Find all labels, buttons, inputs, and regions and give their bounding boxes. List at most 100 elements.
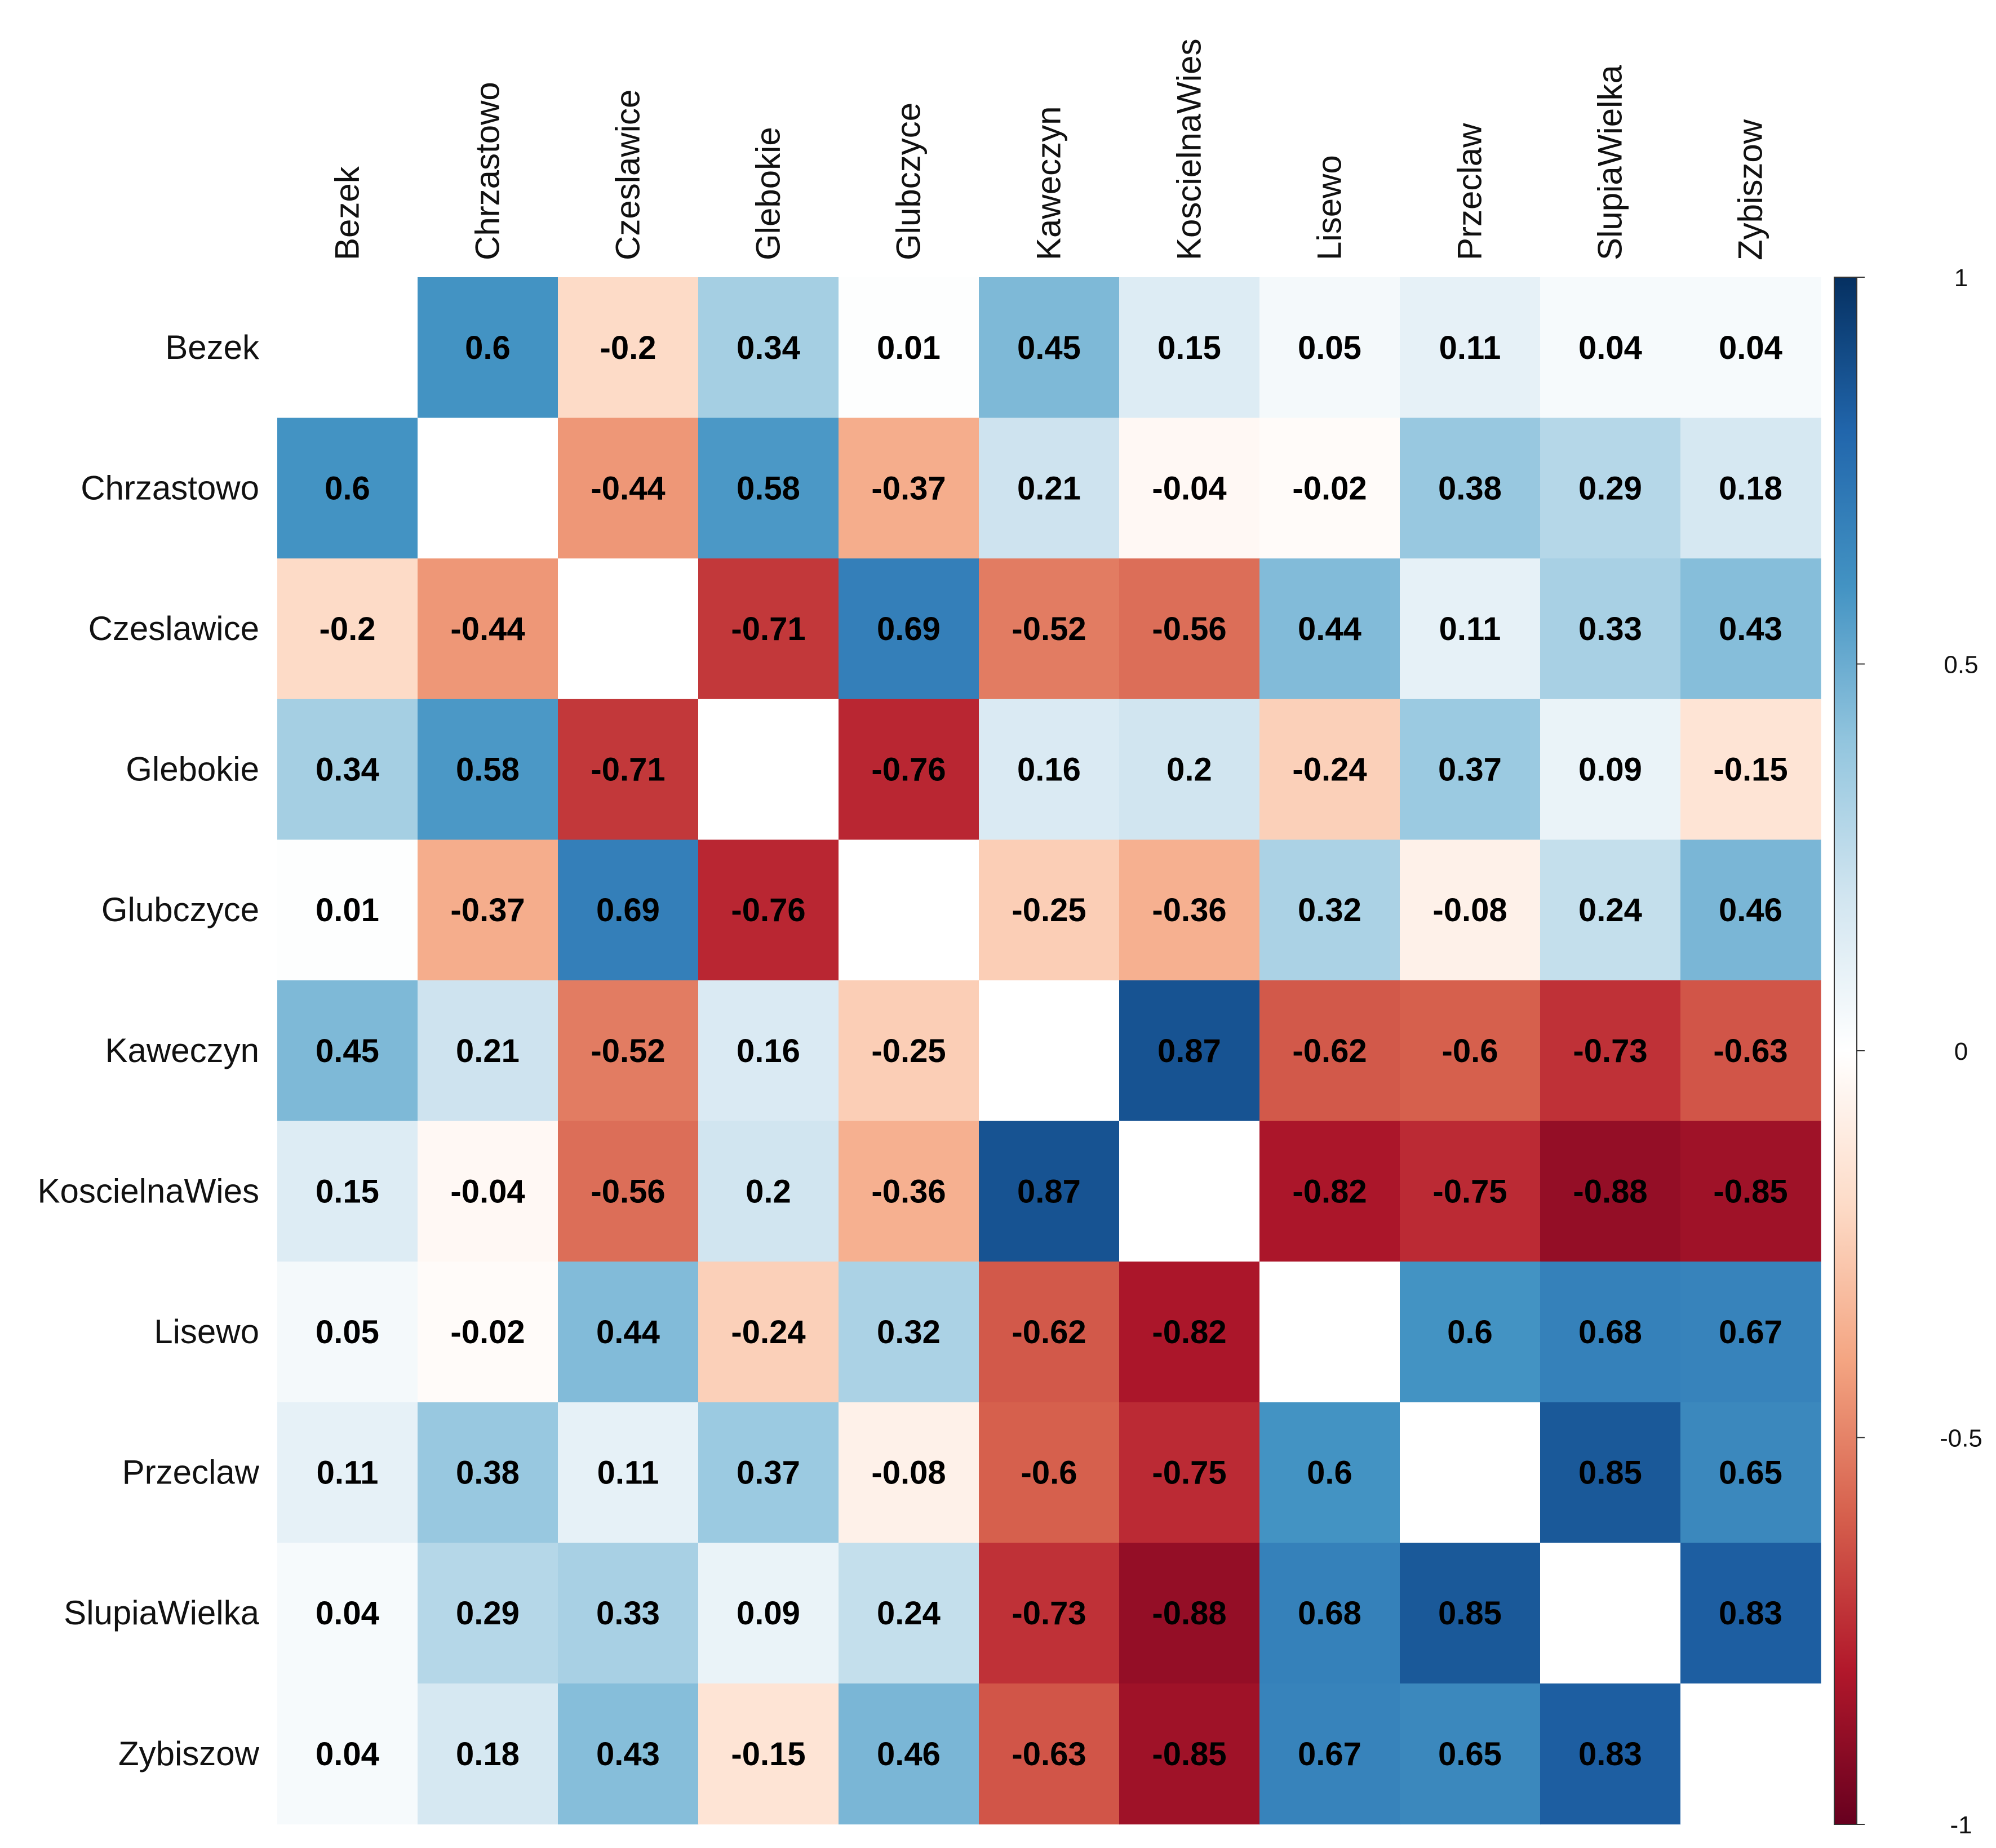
cell-value-label: 0.16 [737,1033,800,1069]
cell-value-label: 0.85 [1578,1455,1642,1491]
heatmap-cell-slupiawielka-chrzastowo [418,1543,558,1684]
colorbar-tick-label: -1 [1950,1811,1972,1839]
heatmap-cell-glubczyce-kaweczyn [979,839,1120,981]
cell-value-label: -0.82 [1152,1314,1226,1351]
cell-value-label: -0.56 [1152,611,1226,647]
cell-value-label: 0.33 [596,1595,660,1632]
heatmap-cell-zybiszow-chrzastowo [418,1683,558,1825]
cell-value-label: -0.6 [1021,1455,1077,1491]
cell-value-label: -0.88 [1573,1173,1647,1210]
cell-value-label: 0.45 [316,1033,379,1069]
heatmap-cell-przeclaw-slupiawielka [1540,1402,1681,1543]
cell-value-label: 0.29 [1578,470,1642,507]
heatmap-cell-przeclaw-czeslawice [558,1402,699,1543]
heatmap-cell-lisewo-przeclaw [1400,1261,1541,1403]
cell-value-label: 0.16 [1017,752,1081,788]
cell-value-label: 0.04 [316,1736,379,1773]
heatmap-cell-slupiawielka-czeslawice [558,1543,699,1684]
heatmap-cell-kaweczyn-przeclaw [1400,980,1541,1122]
cell-value-label: 0.09 [737,1595,800,1632]
cell-value-label: -0.08 [1432,892,1507,929]
heatmap-cell-zybiszow-bezek [277,1683,418,1825]
cell-value-label: 0.68 [1578,1314,1642,1351]
cell-value-label: 0.11 [597,1455,659,1491]
heatmap-cell-glubczyce-slupiawielka [1540,839,1681,981]
cell-value-label: -0.24 [731,1314,805,1351]
heatmap-cell-slupiawielka-slupiawielka [1540,1543,1681,1684]
heatmap-cell-chrzastowo-lisewo [1259,417,1400,559]
heatmap-cell-chrzastowo-bezek [277,417,418,559]
heatmap-cell-bezek-kaweczyn [979,277,1120,419]
heatmap-cell-glubczyce-zybiszow [1680,839,1821,981]
cell-value-label: 0.04 [1719,330,1782,366]
heatmap-cell-slupiawielka-glubczyce [839,1543,979,1684]
cell-value-label: 0.46 [877,1736,941,1773]
cell-value-label: 0.83 [1578,1736,1642,1773]
cell-value-label: 0.65 [1719,1455,1782,1491]
cell-value-label: -0.02 [450,1314,525,1351]
cell-value-label: 0.34 [316,752,379,788]
heatmap-cell-lisewo-czeslawice [558,1261,699,1403]
cell-value-label: 0.21 [456,1033,520,1069]
heatmap-cell-glebokie-czeslawice [558,699,699,840]
cell-value-label: 0.34 [737,330,800,366]
cell-value-label: 0.87 [1017,1173,1081,1210]
heatmap-cell-czeslawice-glebokie [698,558,839,700]
cell-value-label: -0.02 [1292,470,1367,507]
cell-value-label: -0.04 [1152,470,1226,507]
cell-value-label: 0.04 [1578,330,1642,366]
heatmap-cell-glubczyce-przeclaw [1400,839,1541,981]
heatmap-cell-glebokie-bezek [277,699,418,840]
column-label-koscielnawies: KoscielnaWies [1170,39,1208,261]
cell-value-label: -0.63 [1713,1033,1787,1069]
row-label-glubczyce: Glubczyce [101,891,259,929]
heatmap-cell-przeclaw-chrzastowo [418,1402,558,1543]
cell-value-label: -0.44 [591,470,665,507]
heatmap-cell-koscielnawies-przeclaw [1400,1121,1541,1262]
heatmap-cell-przeclaw-glubczyce [839,1402,979,1543]
heatmap-cell-chrzastowo-chrzastowo [418,417,558,559]
cell-value-label: -0.36 [871,1173,946,1210]
cell-value-label: -0.82 [1292,1173,1367,1210]
cell-value-label: -0.25 [871,1033,946,1069]
cell-value-label: -0.36 [1152,892,1226,929]
heatmap-cell-kaweczyn-bezek [277,980,418,1122]
cell-value-label: 0.15 [316,1173,379,1210]
cell-value-label: 0.69 [596,892,660,929]
cell-value-label: -0.37 [871,470,946,507]
column-label-slupiawielka: SlupiaWielka [1591,65,1629,260]
cell-value-label: 0.15 [1157,330,1221,366]
cell-value-label: -0.2 [600,330,657,366]
cell-value-label: 0.05 [1298,330,1361,366]
heatmap-cell-czeslawice-bezek [277,558,418,700]
cell-value-label: 0.11 [317,1455,379,1491]
cell-value-label: 0.43 [596,1736,660,1773]
cell-value-label: 0.09 [1578,752,1642,788]
cell-value-label: -0.75 [1152,1455,1226,1491]
cell-value-label: 0.24 [1578,892,1642,929]
cell-value-label: 0.33 [1578,611,1642,647]
row-label-glebokie: Glebokie [126,750,259,788]
heatmap-cell-lisewo-lisewo [1259,1261,1400,1403]
heatmap-cell-glubczyce-glubczyce [839,839,979,981]
cell-value-label: 0.67 [1298,1736,1361,1773]
heatmap-cell-chrzastowo-przeclaw [1400,417,1541,559]
row-label-zybiszow: Zybiszow [118,1735,260,1773]
cell-value-label: -0.71 [591,752,665,788]
cell-value-label: 0.2 [1166,752,1212,788]
heatmap-cell-zybiszow-czeslawice [558,1683,699,1825]
colorbar-tick-label: -0.5 [1940,1425,1982,1452]
cell-value-label: -0.73 [1573,1033,1647,1069]
cell-value-label: 0.6 [1447,1314,1493,1351]
colorbar: 1 0.5 0 -0.5 -1 [1834,264,1982,1839]
colorbar-tick-label: 0.5 [1944,651,1978,679]
cell-value-label: 0.38 [1438,470,1502,507]
row-label-bezek: Bezek [165,328,260,366]
cell-value-label: 0.6 [1307,1455,1352,1491]
heatmap-cell-lisewo-slupiawielka [1540,1261,1681,1403]
heatmap-cell-glebokie-slupiawielka [1540,699,1681,840]
heatmap-cells: 0.6 -0.2 0.34 0.01 0.45 0.15 0.05 0.11 0.04 0.04 0… [277,277,1821,1825]
heatmap-cell-zybiszow-lisewo [1259,1683,1400,1825]
heatmap-cell-glebokie-glubczyce [839,699,979,840]
column-label-chrzastowo: Chrzastowo [469,82,507,260]
